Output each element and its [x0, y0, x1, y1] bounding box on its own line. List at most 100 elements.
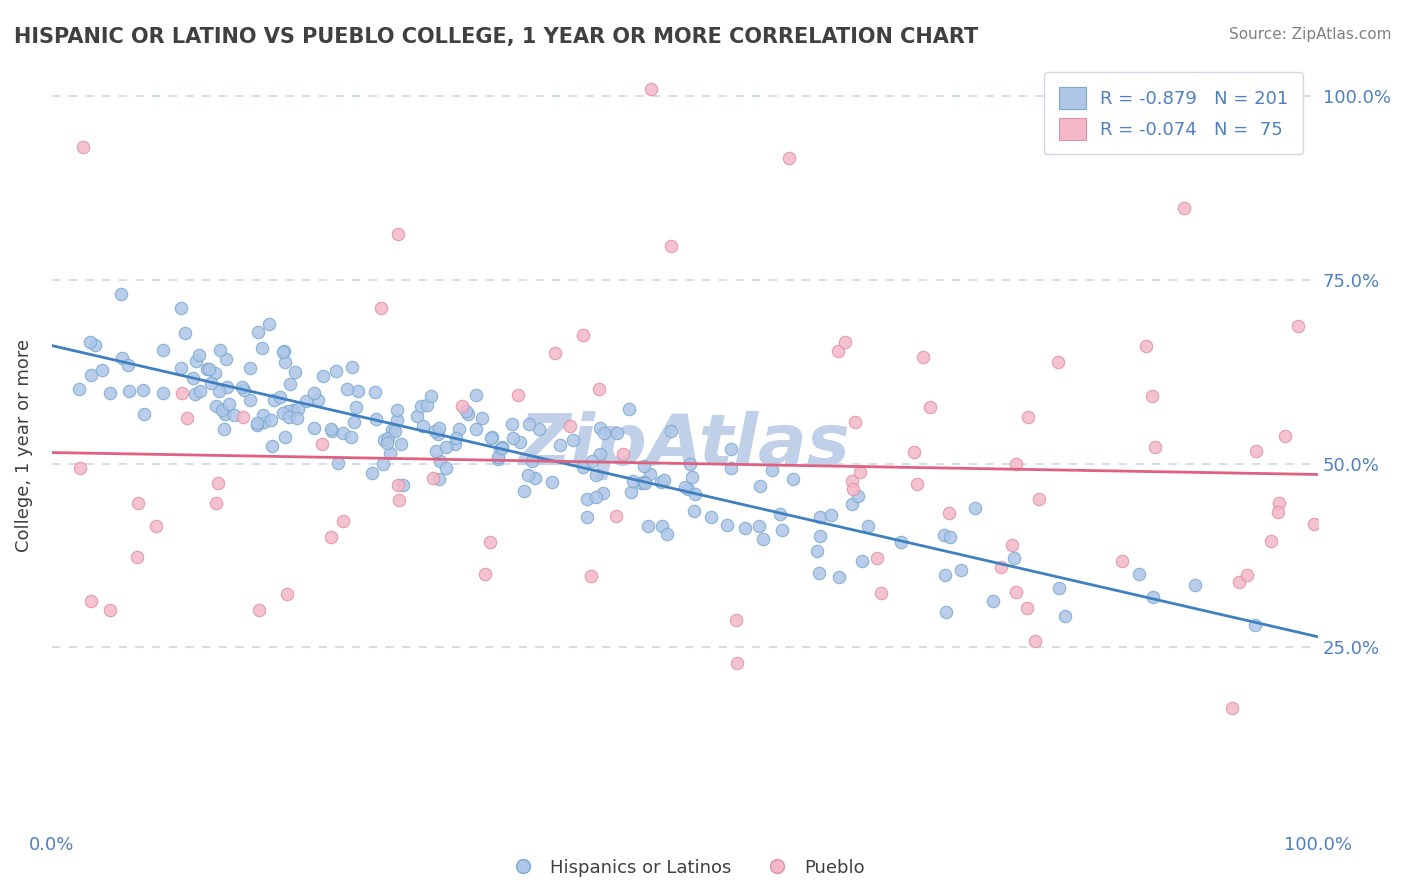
Hispanics or Latinos: [278, 377, 301, 392]
Pueblo: [1286, 318, 1309, 333]
Hispanics or Latinos: [211, 402, 233, 417]
Hispanics or Latinos: [934, 605, 956, 619]
Hispanics or Latinos: [491, 440, 513, 454]
Hispanics or Latinos: [232, 383, 254, 397]
Hispanics or Latinos: [252, 408, 274, 422]
Hispanics or Latinos: [287, 401, 309, 416]
Hispanics or Latinos: [633, 475, 655, 489]
Hispanics or Latinos: [637, 519, 659, 533]
Hispanics or Latinos: [246, 417, 269, 432]
Hispanics or Latinos: [1047, 581, 1070, 595]
Hispanics or Latinos: [429, 454, 451, 468]
Pueblo: [98, 603, 121, 617]
Hispanics or Latinos: [181, 371, 204, 385]
Pueblo: [80, 594, 103, 608]
Hispanics or Latinos: [427, 427, 450, 442]
Hispanics or Latinos: [170, 361, 193, 376]
Pueblo: [849, 465, 872, 479]
Hispanics or Latinos: [479, 431, 502, 445]
Hispanics or Latinos: [589, 447, 612, 461]
Hispanics or Latinos: [277, 404, 299, 418]
Hispanics or Latinos: [527, 422, 550, 436]
Pueblo: [866, 550, 889, 565]
Hispanics or Latinos: [449, 422, 471, 436]
Hispanics or Latinos: [932, 528, 955, 542]
Hispanics or Latinos: [770, 523, 793, 537]
Hispanics or Latinos: [425, 444, 447, 458]
Hispanics or Latinos: [491, 441, 513, 455]
Hispanics or Latinos: [434, 460, 457, 475]
Pueblo: [905, 476, 928, 491]
Pueblo: [1004, 457, 1026, 471]
Hispanics or Latinos: [454, 404, 477, 418]
Hispanics or Latinos: [90, 363, 112, 377]
Hispanics or Latinos: [284, 365, 307, 379]
Hispanics or Latinos: [633, 458, 655, 473]
Pueblo: [1028, 491, 1050, 506]
Pueblo: [450, 399, 472, 413]
Hispanics or Latinos: [197, 361, 219, 376]
Pueblo: [1140, 389, 1163, 403]
Pueblo: [869, 586, 891, 600]
Hispanics or Latinos: [520, 454, 543, 468]
Hispanics or Latinos: [321, 425, 343, 439]
Hispanics or Latinos: [501, 417, 523, 431]
Pueblo: [422, 471, 444, 485]
Hispanics or Latinos: [890, 535, 912, 549]
Hispanics or Latinos: [80, 368, 103, 383]
Pueblo: [588, 383, 610, 397]
Hispanics or Latinos: [427, 472, 450, 486]
Hispanics or Latinos: [444, 437, 467, 451]
Hispanics or Latinos: [851, 554, 873, 568]
Hispanics or Latinos: [427, 421, 450, 435]
Pueblo: [127, 496, 149, 510]
Pueblo: [938, 506, 960, 520]
Hispanics or Latinos: [630, 475, 652, 490]
Pueblo: [1244, 444, 1267, 458]
Hispanics or Latinos: [748, 519, 770, 533]
Hispanics or Latinos: [699, 510, 721, 524]
Hispanics or Latinos: [134, 407, 156, 421]
Hispanics or Latinos: [820, 508, 842, 523]
Pueblo: [1111, 554, 1133, 568]
Hispanics or Latinos: [681, 470, 703, 484]
Hispanics or Latinos: [222, 408, 245, 422]
Pueblo: [640, 82, 662, 96]
Hispanics or Latinos: [1142, 590, 1164, 604]
Pueblo: [1236, 568, 1258, 582]
Pueblo: [724, 613, 747, 627]
Hispanics or Latinos: [387, 402, 409, 417]
Hispanics or Latinos: [465, 388, 488, 402]
Hispanics or Latinos: [562, 433, 585, 447]
Hispanics or Latinos: [806, 544, 828, 558]
Hispanics or Latinos: [364, 385, 387, 400]
Pueblo: [581, 569, 603, 583]
Hispanics or Latinos: [389, 437, 412, 451]
Hispanics or Latinos: [782, 472, 804, 486]
Hispanics or Latinos: [655, 526, 678, 541]
Hispanics or Latinos: [239, 361, 262, 376]
Pueblo: [247, 603, 270, 617]
Hispanics or Latinos: [571, 460, 593, 475]
Hispanics or Latinos: [387, 412, 409, 426]
Hispanics or Latinos: [540, 475, 562, 490]
Pueblo: [1135, 339, 1157, 353]
Y-axis label: College, 1 year or more: College, 1 year or more: [15, 339, 32, 552]
Hispanics or Latinos: [848, 489, 870, 503]
Hispanics or Latinos: [1184, 578, 1206, 592]
Hispanics or Latinos: [620, 484, 643, 499]
Pueblo: [388, 492, 411, 507]
Hispanics or Latinos: [294, 394, 316, 409]
Pueblo: [1024, 634, 1046, 648]
Hispanics or Latinos: [934, 567, 956, 582]
Hispanics or Latinos: [98, 386, 121, 401]
Pueblo: [1227, 575, 1250, 590]
Pueblo: [508, 388, 530, 402]
Hispanics or Latinos: [502, 431, 524, 445]
Hispanics or Latinos: [606, 425, 628, 440]
Hispanics or Latinos: [380, 446, 402, 460]
Hispanics or Latinos: [434, 440, 457, 454]
Pueblo: [387, 227, 409, 241]
Hispanics or Latinos: [174, 326, 197, 340]
Hispanics or Latinos: [748, 478, 770, 492]
